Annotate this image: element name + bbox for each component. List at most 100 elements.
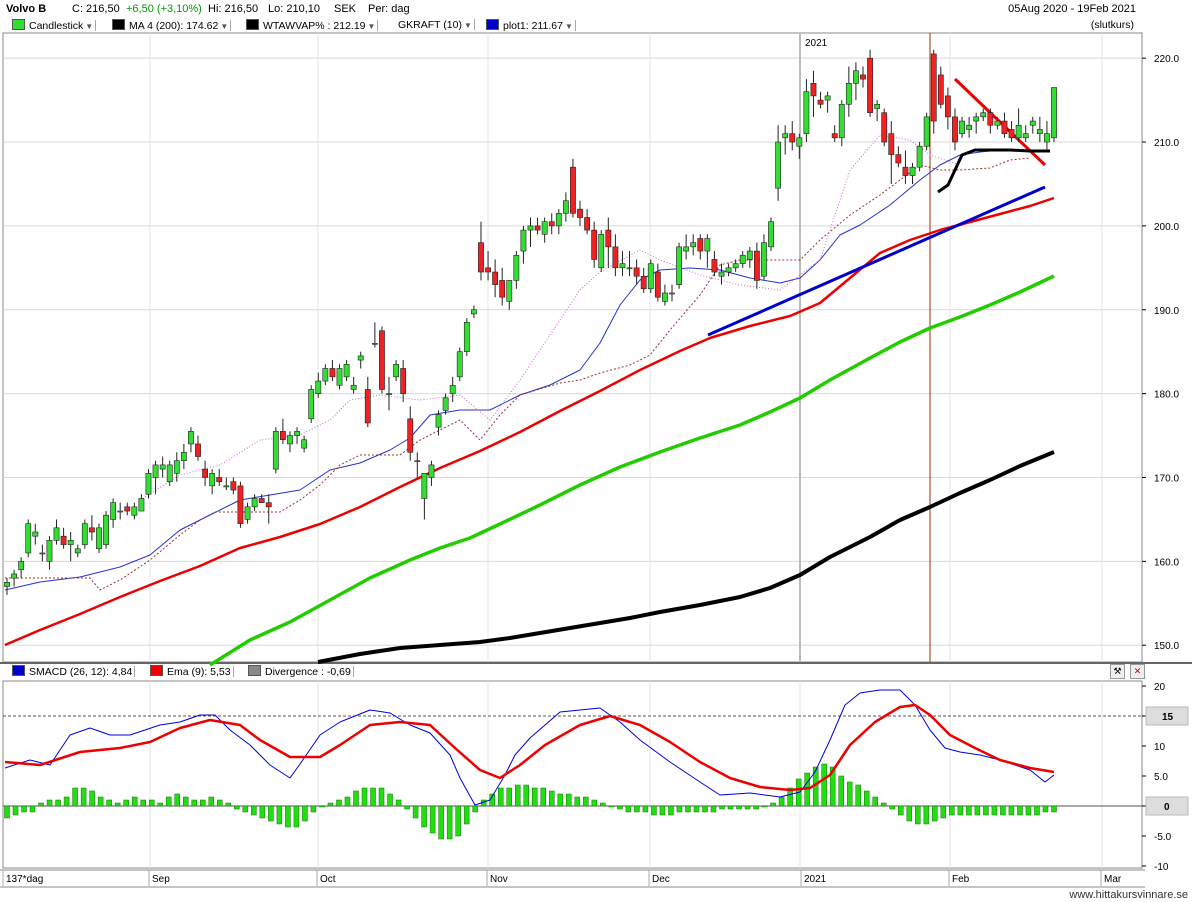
candle-body [711,259,718,273]
divergence-bar [404,805,410,810]
candle-body [103,514,109,545]
candle-body [96,527,102,550]
candle-body [562,200,569,214]
candle-body [725,267,732,273]
divergence-bar [225,802,232,807]
ema-line [4,703,1055,792]
currency: SEK [334,3,357,15]
candle-body [492,271,499,285]
candle-body [258,498,265,503]
candle-body [1029,120,1036,126]
tools-icon[interactable]: ⚒ [1110,664,1125,679]
divergence-bar [4,805,10,819]
candle-body [860,74,866,80]
indicator-tick-label: 5.0 [1154,772,1168,783]
candle-body [520,229,527,252]
candle-body [782,133,789,139]
trend-line-blue [707,185,1046,337]
divergence-bar [251,805,257,816]
divergence-bar [761,805,768,808]
divergence-bar [727,805,734,810]
divergence-bar [778,796,785,807]
divergence-bar [923,805,930,825]
candle-body [930,53,937,122]
candle-body [237,485,244,524]
close-icon[interactable]: ✕ [1130,664,1145,679]
divergence-bar [574,796,581,807]
candle-body [329,368,336,378]
divergence-bar [676,805,683,813]
indicator-tick-label: -10 [1154,862,1169,873]
dropdown-icon: ▼ [564,22,573,31]
legend-divergence[interactable]: Divergence : -0,69 [248,665,354,678]
support-dotted-line [5,157,1031,591]
candle-body [166,464,173,482]
divergence-bar [319,805,325,808]
divergence-bar [685,805,691,813]
candle-body [746,250,753,260]
legend-plot1[interactable]: plot1: 211.67 ▼ [486,19,576,32]
legend-gkraft[interactable]: GKRAFT (10) ▼ [398,19,475,31]
indicator-tick-label: 10 [1154,742,1166,753]
x-axis-label: Dec [652,874,670,885]
candle-body [88,527,95,533]
candle-body [881,112,888,143]
divergence-bar [566,793,572,807]
candle-body [1051,87,1057,139]
divergence-bar [55,799,61,807]
candle-body [117,510,124,513]
candle-body [548,221,555,227]
divergence-bar [821,763,827,807]
candle-body [598,233,605,269]
year-marker-label: 2021 [805,38,828,49]
legend-ema[interactable]: Ema (9): 5,53 [150,665,234,678]
high-value: Hi: 216,50 [208,3,259,15]
legend-candlestick[interactable]: Candlestick ▼ [12,19,97,32]
divergence-bar [1025,805,1032,816]
divergence-bar [514,784,521,807]
candle-body [541,221,548,235]
divergence-bar [710,805,717,813]
divergence-bar [63,796,70,807]
divergence-bar [140,799,146,807]
candle-body [1036,129,1043,134]
candle-body [265,502,272,508]
candle-body [845,83,852,105]
legend-ma4[interactable]: MA 4 (200): 174.62 ▼ [112,19,232,32]
candle-body [478,242,484,273]
candle-body [591,229,598,260]
candle-body [916,145,923,168]
divergence-bar [46,799,53,807]
divergence-bar [395,799,402,807]
candle-body [152,464,159,478]
legend-wtawvap[interactable]: WTAWVAP% : 212.19 ▼ [246,19,379,32]
legend-smacd[interactable]: SMACD (26, 12): 4,84 [12,665,136,678]
divergence-bar [446,805,453,840]
x-axis-label: Sep [152,874,170,885]
change-value: +6,50 (+3,10%) [126,3,202,15]
candle-body [379,330,385,390]
divergence-bar [838,775,844,807]
candle-body [110,502,117,520]
candle-body [796,137,803,147]
dropdown-icon: ▼ [85,22,94,31]
divergence-bar [753,805,759,810]
divergence-bar [1008,805,1015,816]
candle-body [145,472,152,495]
candle-body [513,254,520,281]
candle-body [173,460,180,474]
low-value: Lo: 210,10 [268,3,320,15]
divergence-bar [285,805,291,828]
legend-swatch [486,19,499,30]
divergence-bar [702,805,708,813]
dropdown-icon: ▼ [220,22,229,31]
candle-body [838,103,845,139]
footer-link[interactable]: www.hittakursvinnare.se [1069,889,1188,901]
candle-body [442,397,449,411]
divergence-bar [872,796,878,807]
candle-body [669,292,675,295]
candle-body [485,267,491,273]
divergence-bar [370,787,376,807]
ma-green-line [209,274,1055,667]
